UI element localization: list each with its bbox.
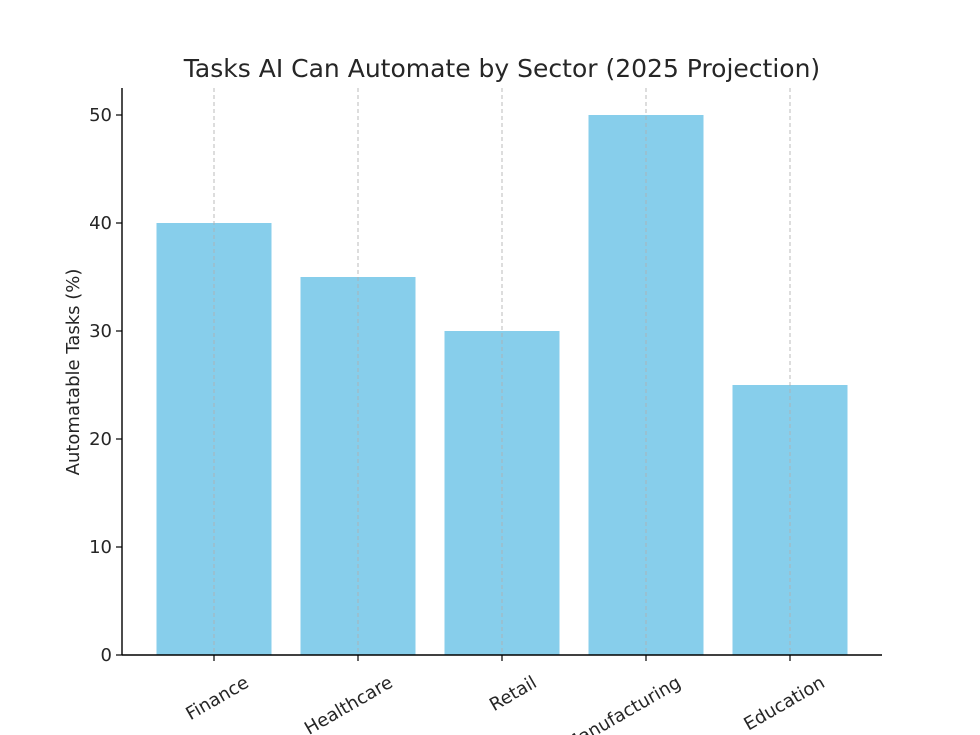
- chart-title: Tasks AI Can Automate by Sector (2025 Pr…: [183, 54, 820, 83]
- bar-education: [732, 385, 848, 655]
- x-tick-label-manufacturing: Manufacturing: [561, 672, 684, 735]
- y-axis-label: Automatable Tasks (%): [63, 269, 84, 476]
- x-tick-label-healthcare: Healthcare: [301, 672, 396, 735]
- x-tick-label-retail: Retail: [486, 672, 541, 716]
- y-tick-label-0: 0: [101, 645, 112, 666]
- x-tick-label-education: Education: [740, 672, 828, 735]
- y-tick-label-20: 20: [89, 429, 112, 450]
- y-tick-label-40: 40: [89, 213, 112, 234]
- y-tick-label-50: 50: [89, 105, 112, 126]
- y-tick-label-10: 10: [89, 537, 112, 558]
- grid-front-layer: [213, 88, 791, 655]
- x-tick-label-finance: Finance: [182, 672, 252, 725]
- y-tick-label-30: 30: [89, 321, 112, 342]
